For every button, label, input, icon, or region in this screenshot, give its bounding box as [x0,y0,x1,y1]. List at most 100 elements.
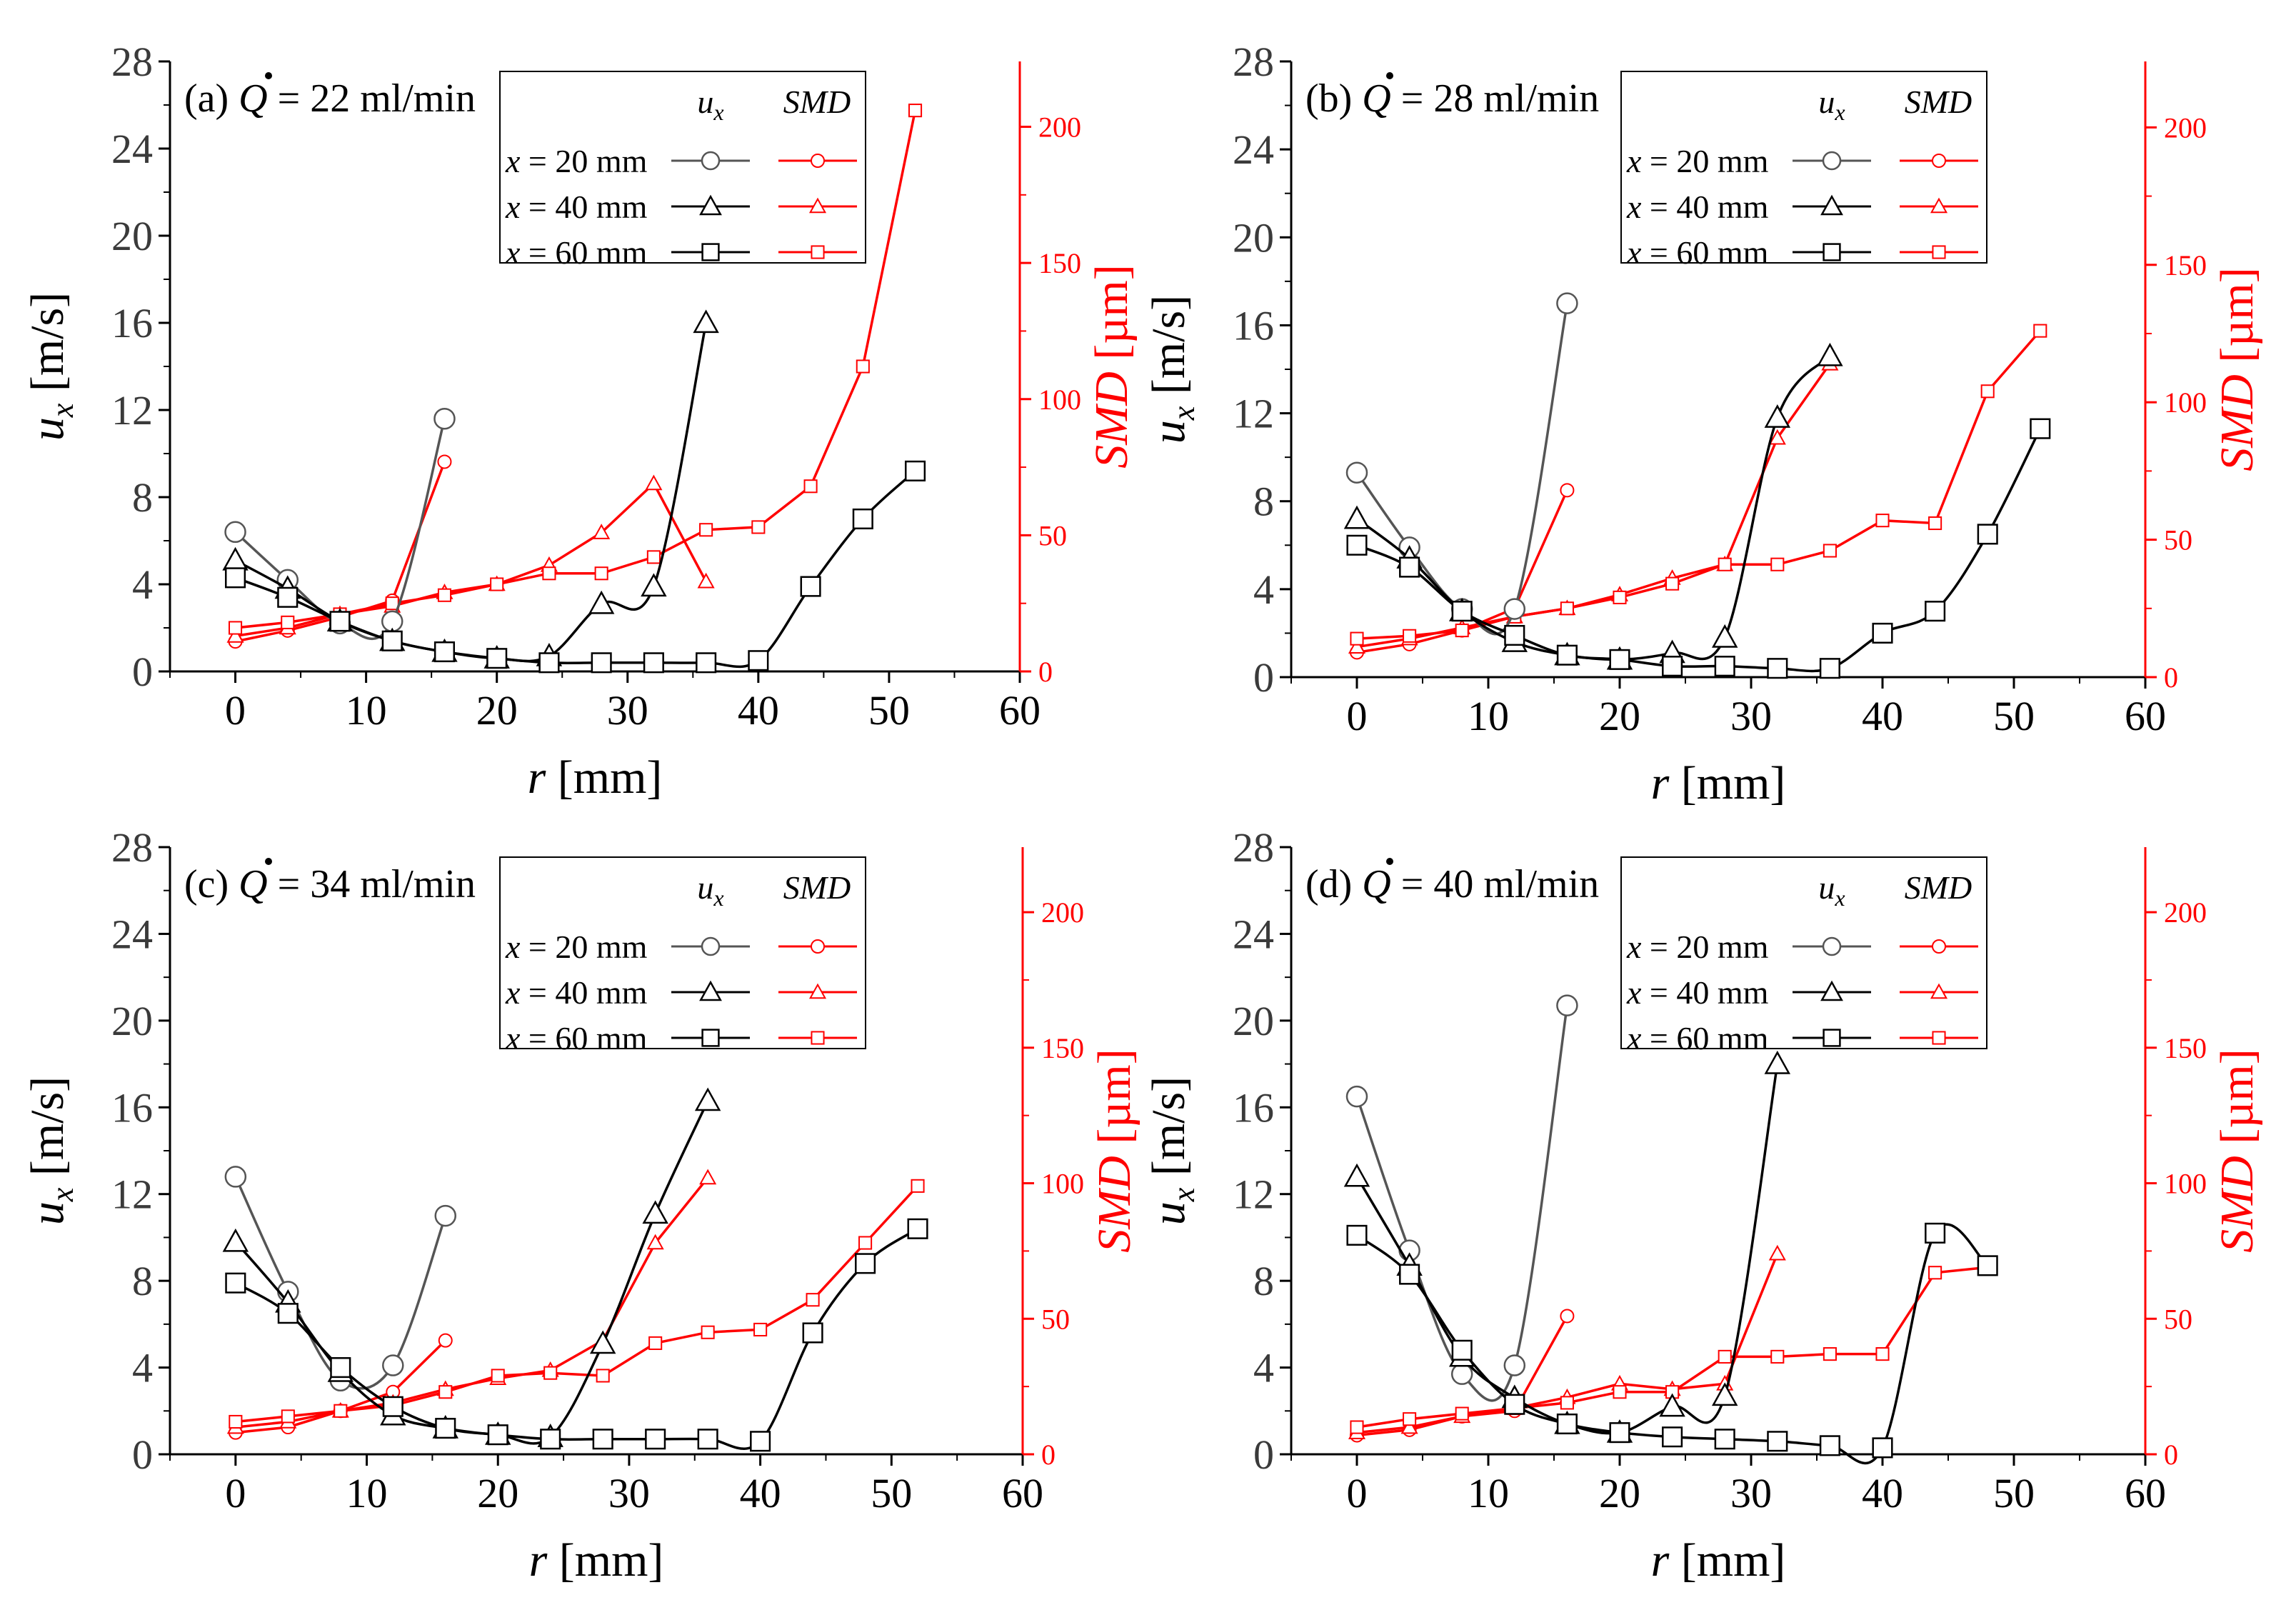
smd-line [235,1185,919,1424]
legend-header-u: u [1818,84,1835,120]
ux-point [1977,524,1998,545]
x-tick-label: 10 [346,1470,388,1516]
ux-point [1556,292,1578,314]
x-tick-label: 20 [477,1470,518,1516]
legend-header-smd: SMD [783,869,851,906]
panel-title: (a) Q = 22 ml/min [184,72,476,121]
ux-point [1609,649,1630,670]
legend-header-ux: ux [1818,869,1845,911]
y2-axis-label: SMD [µm] [2211,1049,2263,1252]
y-tick-label: 16 [111,300,153,346]
legend-row-label: x = 60 mm [1626,234,1769,271]
ux-point [643,652,664,674]
legend-row-value: = 20 mm [1641,929,1768,965]
y-tick-label: 20 [111,998,153,1044]
smd-point [1350,631,1364,646]
legend-ux-marker-triangle [699,980,722,1001]
y-tick-label: 4 [1253,566,1274,613]
ux-point [645,1429,666,1450]
legend-row-label: x = 60 mm [505,234,648,271]
ux-point [694,1087,721,1111]
smd-series-triangle [226,1169,717,1434]
y-tick-label: 12 [111,387,153,434]
ux-point [382,1354,404,1376]
legend-header-ux: ux [697,84,723,125]
legend-ux-marker-triangle [699,194,722,216]
smd-point [543,1366,558,1380]
legend-smd-marker-circle [811,154,825,168]
chart-panel-c: 0 10 20 30 40 50 600481216202428050100150200r … [21,824,1141,1586]
legend-row-label: x = 20 mm [1626,929,1769,965]
x-tick-label: 40 [1862,693,1903,739]
ux-point [1767,658,1788,679]
chart-panel-d: 0 10 20 30 40 50 600481216202428050100150200r … [1143,824,2263,1586]
x-tick-label: 40 [1862,1470,1903,1516]
ux-point [1343,1163,1370,1187]
smd-series-square [1350,324,2047,646]
legend-smd-marker-triangle [808,983,827,999]
y-tick-label: 0 [1253,654,1274,701]
ux-point [907,1218,928,1239]
legend-row-value: = 40 mm [1641,974,1768,1011]
smd-point [1350,1420,1364,1434]
y-axis-label-u: u [1143,1201,1195,1225]
smd-point [1665,576,1680,591]
legend-smd-marker-square [1932,1031,1946,1045]
ux-point [1451,601,1473,622]
flow-symbol: Q [1362,862,1390,906]
y2-tick-label: 150 [1041,1032,1084,1064]
y-axis-label-sub: x [45,1187,80,1202]
y2-axis-label-smd: SMD [1088,1156,1141,1253]
panel-title: (c) Q = 34 ml/min [184,858,476,906]
ux-point [538,652,560,674]
ux-series-triangle [1343,342,1843,670]
smd-point [699,1169,717,1185]
smd-point [281,615,295,629]
ux-point [1450,1363,1473,1385]
legend-ux-marker-triangle [1820,980,1843,1001]
smd-point [1455,624,1469,638]
panel-label: (b) [1305,76,1362,121]
ux-point [1346,1224,1368,1246]
smd-point [858,1236,873,1250]
x-tick-label: 20 [476,687,518,734]
y-tick-label: 24 [111,126,153,172]
ux-line [234,1100,709,1445]
legend-row-var: x [505,974,521,1011]
y-axis-label: ux [m/s] [21,1076,80,1225]
legend-row-label: x = 40 mm [1626,189,1769,225]
panel-title: (b) Q = 28 ml/min [1305,72,1599,121]
smd-point [490,577,504,591]
x-tick-label: 50 [868,687,910,734]
flow-dot [1386,858,1393,865]
y-axis-label-unit: [m/s] [1143,295,1195,406]
ux-point [1711,1382,1738,1406]
ux-point [1872,1437,1893,1459]
y2-tick-label: 50 [1041,1303,1070,1335]
y-tick-label: 4 [132,561,153,608]
ux-point [588,590,615,614]
ux-point [1451,1339,1473,1361]
legend-row-label: x = 20 mm [505,143,648,179]
x-tick-label: 20 [1599,693,1640,739]
ux-point [642,1200,668,1224]
x-tick-label: 60 [1002,1470,1043,1516]
legend-row-label: x = 40 mm [1626,974,1769,1011]
y-tick-label: 16 [1233,302,1274,349]
x-tick-label: 10 [346,687,387,734]
legend-header-u-sub: x [713,99,723,125]
y2-axis-label-smd: SMD [1086,371,1138,469]
y-tick-label: 28 [1233,824,1274,871]
y-tick-label: 12 [1233,391,1274,437]
ux-point [1504,624,1525,646]
smd-point [1875,514,1890,528]
x-axis-label-var: r [529,1534,548,1586]
flow-symbol: Q [1362,76,1390,121]
x-tick-label: 50 [1993,693,2035,739]
smd-point [1928,1266,1942,1280]
ux-point [1399,1264,1420,1285]
y-axis-label-sub: x [45,403,80,418]
ux-point [1346,534,1368,556]
x-axis-label-var: r [528,751,546,804]
flow-symbol: Q [239,76,267,121]
